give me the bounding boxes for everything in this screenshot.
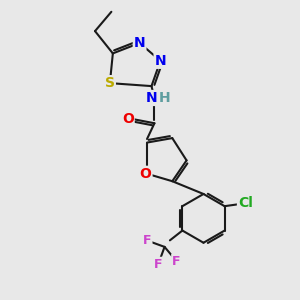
Text: S: S bbox=[105, 76, 115, 90]
Text: N: N bbox=[146, 91, 157, 105]
Text: F: F bbox=[154, 258, 163, 271]
Text: N: N bbox=[134, 36, 146, 50]
Text: F: F bbox=[143, 234, 152, 247]
Text: Cl: Cl bbox=[238, 196, 253, 210]
Text: H: H bbox=[158, 91, 170, 105]
Text: N: N bbox=[154, 54, 166, 68]
Text: F: F bbox=[172, 254, 181, 268]
Text: O: O bbox=[140, 167, 152, 181]
Text: O: O bbox=[122, 112, 134, 126]
